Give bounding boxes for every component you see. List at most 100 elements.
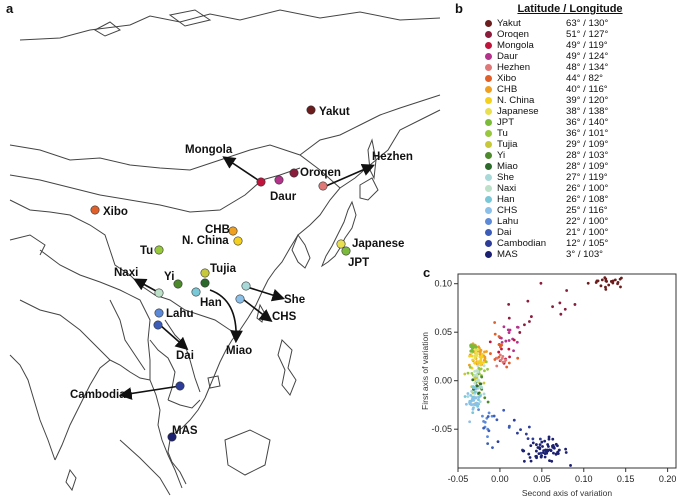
scatter-point	[531, 441, 535, 445]
legend-coord: 51° / 127°	[566, 29, 609, 40]
label-tu: Tu	[140, 245, 153, 257]
hokkaido	[359, 177, 379, 201]
label-mas: MAS	[172, 425, 198, 437]
scatter-point	[479, 363, 483, 367]
scatter-point	[564, 451, 568, 454]
label-cambodian: Cambodian	[70, 389, 133, 401]
himalaya-border	[39, 249, 151, 380]
legend-dot	[485, 163, 492, 170]
y-tick-label: 0.10	[434, 279, 452, 289]
scatter-point	[501, 354, 505, 358]
label-dai: Dai	[176, 350, 194, 362]
scatter-point	[473, 381, 477, 385]
legend-name: N. China	[497, 95, 535, 106]
scatter-point	[529, 444, 533, 448]
scatter-point	[500, 347, 503, 351]
scatter-point	[470, 397, 474, 401]
legend-dot	[485, 86, 492, 93]
legend-coord: 36° / 140°	[566, 117, 609, 128]
legend-dot	[485, 229, 492, 236]
india-interior	[19, 299, 111, 361]
scatter-point	[472, 403, 476, 406]
legend-dot	[485, 75, 492, 82]
scatter-point	[471, 358, 475, 362]
scatter-point	[468, 365, 472, 369]
legend-dot	[485, 108, 492, 115]
scatter-point	[482, 392, 486, 396]
legend-coord: 26° / 100°	[566, 183, 609, 194]
scatter-point	[600, 278, 604, 282]
scatter-point	[539, 281, 543, 285]
x-tick-label: 0.05	[533, 474, 551, 484]
scatter-point	[501, 360, 505, 364]
scatter-point	[556, 452, 560, 455]
label-mongola: Mongola	[185, 144, 233, 156]
scatter-point	[471, 407, 475, 411]
cambodia-border	[167, 399, 201, 409]
scatter-point	[478, 382, 482, 386]
scatter-point	[529, 459, 533, 463]
dot-xibo	[90, 205, 100, 215]
dot-cambodian	[175, 381, 185, 391]
panel-label-b: b	[455, 1, 463, 16]
scatter-point	[478, 355, 482, 359]
label-han: Han	[200, 297, 222, 309]
x-tick-label: 0.20	[659, 474, 677, 484]
scatter-point	[486, 435, 489, 438]
scatter-point	[482, 364, 486, 368]
label-hezhen: Hezhen	[372, 151, 413, 163]
scatter-point	[547, 435, 551, 439]
scatter-point	[463, 372, 467, 376]
scatter-point	[475, 384, 479, 388]
arrow-chs	[243, 299, 273, 322]
korea-peninsula	[291, 233, 311, 269]
scatter-point	[548, 459, 551, 463]
scatter-point	[546, 443, 550, 446]
panel-label-c: c	[423, 265, 431, 280]
scatter-point	[594, 281, 598, 284]
legend-dot	[485, 97, 492, 104]
china-west-border	[9, 199, 141, 286]
dot-hezhen	[318, 181, 328, 191]
arrow-dai	[159, 324, 189, 351]
scatter-point	[490, 414, 494, 418]
scatter-point	[476, 378, 480, 382]
legend-coord: 38° / 138°	[566, 106, 609, 117]
scatter-point	[524, 432, 528, 436]
legend-name: MAS	[497, 249, 518, 260]
scatter-point	[521, 449, 525, 453]
dot-yakut	[306, 105, 316, 115]
label-yakut: Yakut	[319, 106, 350, 118]
scatter-point	[487, 429, 491, 433]
legend-name: Mongola	[497, 40, 534, 51]
dot-han	[191, 287, 201, 297]
scatter-point	[497, 343, 501, 347]
scatter-point	[499, 358, 503, 362]
myanmar-border	[109, 299, 146, 371]
scatter-point	[540, 440, 544, 444]
scatter-point	[479, 367, 483, 371]
legend-name: Miao	[497, 161, 518, 172]
scatter-point	[552, 451, 555, 455]
scatter-point	[559, 312, 563, 316]
scatter-point	[473, 390, 477, 394]
scatter-point	[482, 381, 486, 385]
scatter-point	[499, 345, 502, 349]
scatter-point	[548, 448, 552, 452]
scatter-point	[573, 303, 577, 306]
label-she: She	[284, 294, 305, 306]
dot-chb	[228, 226, 238, 236]
scatter-point	[477, 391, 481, 395]
label-xibo: Xibo	[103, 206, 128, 218]
scatter-point	[603, 276, 607, 280]
scatter-point	[569, 464, 572, 467]
label-naxi: Naxi	[114, 267, 138, 279]
scatter-point	[535, 443, 538, 446]
scatter-point	[502, 325, 506, 329]
legend-title: Latitude / Longitude	[517, 3, 623, 15]
x-tick-label: -0.05	[448, 474, 469, 484]
scatter-point	[471, 349, 475, 353]
arrow-miao	[209, 289, 243, 344]
scatter-point	[565, 289, 569, 292]
scatter-point	[504, 358, 508, 362]
